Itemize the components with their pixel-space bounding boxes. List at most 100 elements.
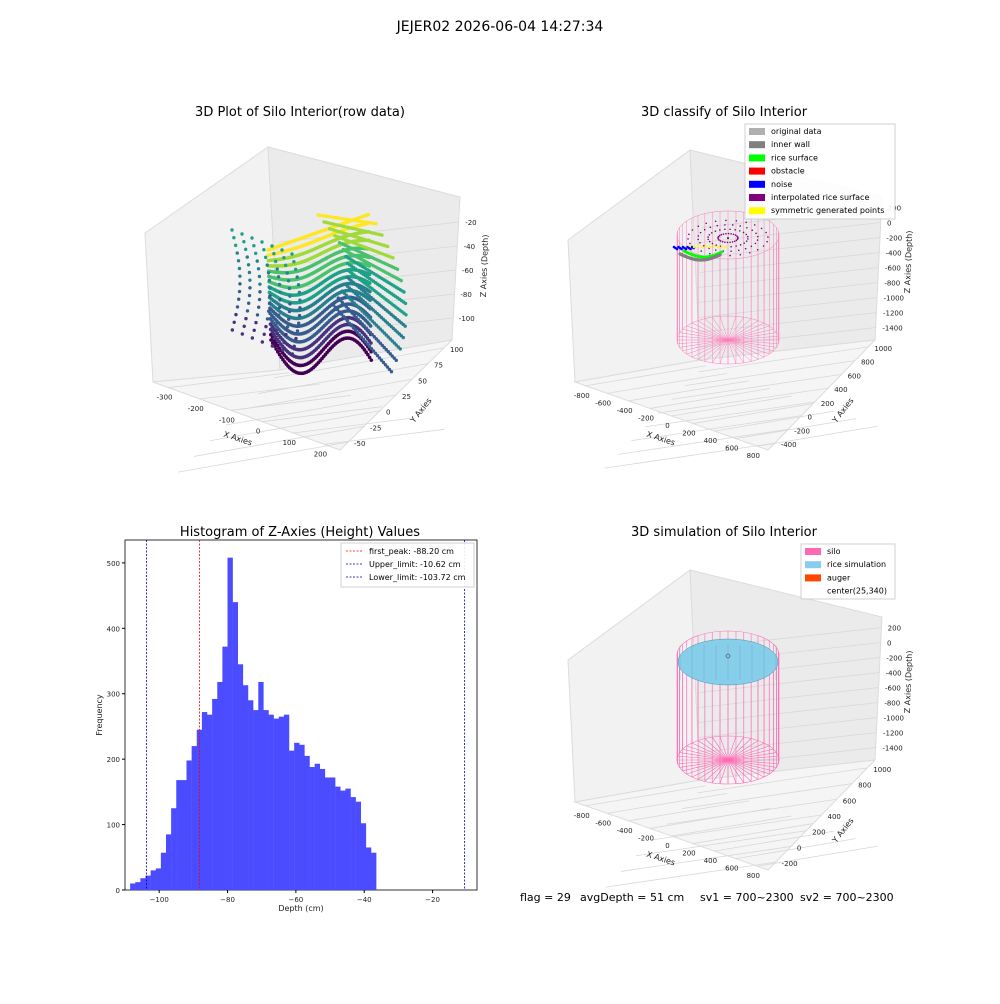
histogram-bar: [242, 685, 249, 890]
raw-point: [369, 358, 374, 362]
raw-point: [277, 305, 282, 310]
raw-x-tick: 200: [314, 450, 327, 458]
raw-point: [286, 279, 291, 283]
histogram-bar: [299, 744, 305, 890]
raw-point: [374, 337, 378, 341]
classify-silo-floor-spoke: [727, 316, 737, 341]
classify-z-tick: -1200: [883, 310, 903, 318]
raw-y-tick: 0: [386, 409, 390, 417]
histogram-x-tick: −80: [220, 896, 235, 904]
classify-silo-floor-spoke: [677, 339, 729, 345]
simulation-x-tick: -200: [638, 834, 654, 842]
histogram-y-tick: 0: [116, 887, 120, 895]
raw-point: [375, 353, 380, 358]
raw-point: [298, 298, 302, 302]
status-sv2: sv2 = 700~2300: [800, 891, 894, 904]
classify-surface-point: [735, 239, 738, 242]
classify-x-tick: -800: [574, 392, 590, 400]
simulation-z-tick: 200: [888, 625, 901, 633]
raw-point: [335, 307, 340, 312]
raw-point: [284, 332, 288, 337]
histogram-bar: [273, 718, 279, 890]
raw-point: [237, 297, 241, 301]
classify-surface-point: [707, 236, 709, 238]
classify-silo-floor-spoke: [677, 335, 729, 341]
simulation-center-marker: [725, 653, 731, 659]
histogram-y-tick: 200: [107, 756, 120, 764]
status-sv1: sv1 = 700~2300: [700, 891, 794, 904]
raw-point: [245, 309, 250, 313]
raw-point: [297, 290, 302, 295]
histogram-bar: [135, 882, 141, 890]
classify-surface-point: [735, 219, 738, 222]
raw-point: [267, 301, 272, 306]
classify-surface-point: [689, 242, 691, 245]
histogram-bar: [278, 716, 285, 890]
raw-x-tick: -100: [219, 416, 235, 424]
raw-point: [280, 348, 285, 352]
raw-point: [342, 302, 346, 307]
raw-point: [235, 305, 240, 309]
raw-point: [367, 344, 372, 349]
raw-point: [367, 355, 372, 360]
raw-point: [379, 358, 384, 362]
raw-point: [371, 349, 376, 353]
classify-x-tick: 800: [747, 452, 760, 460]
simulation-silo-floor-spoke: [691, 742, 729, 761]
histogram-bar: [304, 755, 310, 890]
simulation-legend-label: center(25,340): [827, 587, 887, 596]
classify-surface-point: [730, 245, 732, 248]
simulation-silo-floor-spoke: [727, 759, 770, 775]
classify-surface-point: [719, 240, 722, 242]
classify-silo-floor-spoke: [697, 320, 729, 341]
raw-point: [294, 336, 298, 341]
raw-point: [384, 347, 388, 352]
histogram-bar: [319, 768, 326, 890]
classify-silo-floor-spoke: [727, 325, 770, 341]
classify-silo-floor-spoke: [704, 339, 729, 362]
raw-point: [386, 350, 390, 354]
raw-point: [240, 332, 245, 336]
classify-surface-point: [687, 238, 689, 240]
classify-z-tick: -200: [886, 235, 902, 243]
simulation-x-tick: 400: [704, 857, 717, 865]
histogram-bar: [181, 780, 187, 890]
histogram-bar: [176, 780, 182, 890]
classify-y-tick: 800: [861, 359, 874, 367]
classify-y-tick: -400: [781, 441, 797, 449]
raw-point: [399, 278, 403, 283]
simulation-silo-floor-spoke: [727, 759, 779, 765]
classify-surface-point: [724, 228, 726, 231]
raw-point: [262, 247, 266, 252]
histogram-bar: [350, 797, 356, 890]
raw-point: [389, 370, 394, 374]
raw-point: [268, 286, 272, 290]
classify-surface-point: [691, 229, 694, 231]
histogram-bar: [166, 834, 172, 890]
classify-surface-point: [742, 231, 745, 234]
raw-point: [256, 267, 261, 271]
raw-y-tick: 50: [418, 377, 427, 385]
raw-zlabel: Z Axies (Depth): [479, 234, 490, 297]
raw-z-tick: -40: [464, 243, 475, 251]
raw-y-tick: -25: [370, 424, 381, 432]
classify-surface-point: [744, 247, 747, 250]
raw-point: [398, 347, 402, 351]
raw-point: [230, 228, 234, 232]
classify-rice-point: [720, 250, 724, 254]
simulation-y-tick: 200: [812, 829, 825, 837]
raw-point: [388, 352, 392, 356]
classify-legend-label: symmetric generated points: [771, 206, 884, 215]
histogram-title: Histogram of Z-Axies (Height) Values: [180, 525, 420, 540]
classify-surface-point: [709, 252, 711, 255]
histogram-panel: Histogram of Z-Axies (Height) Values −10…: [95, 525, 478, 913]
raw-point: [275, 343, 280, 348]
classify-silo-floor-spoke: [686, 339, 729, 355]
classify-x-tick: 400: [704, 437, 717, 445]
raw-point: [252, 328, 256, 333]
classify-surface-point: [746, 226, 748, 229]
simulation-z-tick: -200: [886, 655, 902, 663]
histogram-y-tick: 400: [107, 625, 120, 633]
simulation-silo-floor-spoke: [682, 759, 729, 772]
simulation-silo-floor-spoke: [727, 755, 779, 761]
